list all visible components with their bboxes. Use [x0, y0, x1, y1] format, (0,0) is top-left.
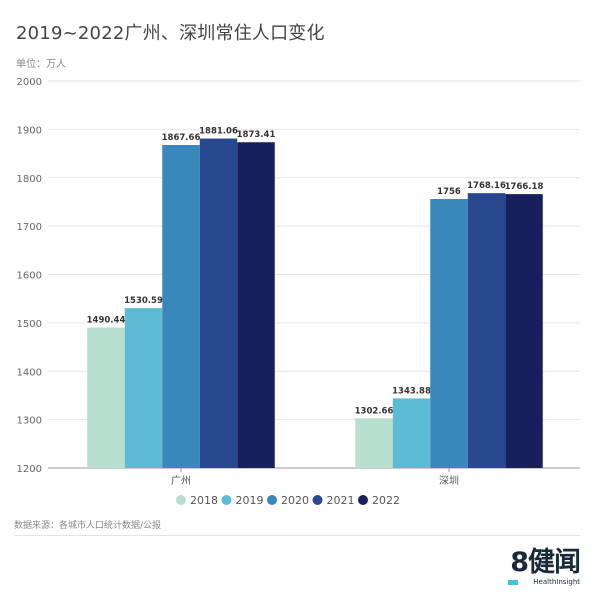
y-tick-label: 1900	[17, 125, 42, 136]
y-tick-label: 1500	[17, 319, 42, 330]
bar-2018-广州	[87, 327, 125, 468]
bar-2019-广州	[124, 308, 163, 468]
logo-badge	[508, 580, 518, 585]
bar-2022-深圳	[505, 194, 543, 469]
y-tick-label: 1800	[17, 174, 42, 185]
y-tick-label: 1400	[17, 367, 42, 378]
logo-main: 8健闻	[510, 547, 581, 578]
data-label: 1302.66	[355, 406, 394, 416]
legend-label: 2018	[190, 494, 218, 507]
data-label: 1768.16	[467, 181, 506, 191]
data-label: 1756	[437, 187, 461, 197]
chart-title: 2019~2022广州、深圳常住人口变化	[16, 23, 325, 44]
bar-2019-深圳	[392, 398, 431, 468]
data-label: 1873.41	[237, 130, 276, 140]
bar-2020-深圳	[430, 199, 468, 468]
logo-sub: HealthInsight	[533, 578, 580, 586]
bar-2021-广州	[199, 138, 238, 468]
legend-marker-2021	[312, 495, 323, 505]
x-tick-label: 深圳	[439, 475, 459, 487]
y-tick-label: 1600	[17, 271, 42, 282]
legend-marker-2020	[267, 495, 277, 505]
legend-label: 2019	[236, 494, 264, 507]
legend-label: 2022	[372, 494, 400, 507]
bar-2020-广州	[162, 145, 200, 468]
bar-2021-深圳	[467, 193, 506, 469]
data-label: 1881.06	[199, 127, 238, 137]
bar-2022-广州	[237, 142, 275, 468]
y-tick-label: 1200	[17, 464, 42, 475]
data-label: 1530.59	[124, 296, 163, 306]
data-source: 数据来源：各城市人口统计数据/公报	[14, 521, 162, 531]
divider	[14, 535, 580, 536]
legend-label: 2021	[327, 494, 355, 507]
data-label: 1343.88	[392, 386, 431, 396]
y-tick-label: 1300	[17, 416, 42, 427]
y-tick-label: 1700	[17, 222, 42, 233]
data-label: 1490.44	[87, 315, 126, 325]
unit-label: 单位：万人	[16, 59, 66, 70]
legend-marker-2019	[221, 495, 232, 505]
healthinsight-logo: 8健闻 HealthInsight	[502, 540, 581, 590]
bar-2018-深圳	[355, 418, 393, 468]
legend-marker-2022	[358, 495, 368, 505]
data-label: 1766.18	[505, 182, 544, 192]
y-tick-label: 2000	[17, 77, 42, 88]
x-tick-label: 广州	[171, 475, 191, 487]
data-label: 1867.66	[162, 133, 201, 143]
legend-marker-2018	[176, 495, 186, 505]
legend-label: 2020	[281, 494, 309, 507]
